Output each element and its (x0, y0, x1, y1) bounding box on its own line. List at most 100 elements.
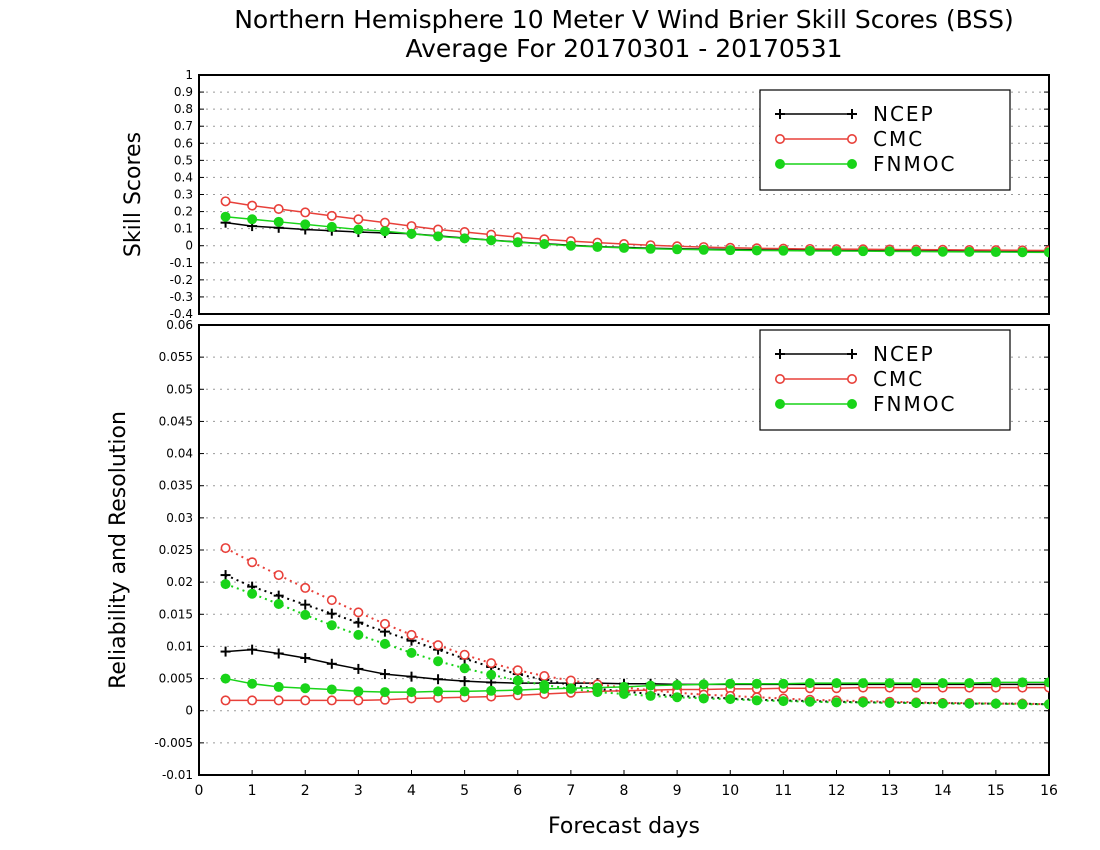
x-tick-label: 13 (881, 783, 899, 799)
fnmoc-point (672, 244, 683, 255)
fnmoc-point (459, 663, 470, 674)
fnmoc-point (565, 683, 576, 694)
fnmoc-point (964, 698, 975, 709)
cmc-point (247, 557, 258, 568)
fnmoc-dotted-series (220, 579, 1049, 710)
fnmoc-point (884, 246, 895, 257)
cmc-point (273, 204, 284, 215)
fnmoc-point (565, 240, 576, 251)
legend-marker (846, 373, 857, 384)
fnmoc-point (592, 687, 603, 698)
x-tick-label: 12 (828, 783, 846, 799)
ncep-point (326, 608, 337, 619)
fnmoc-point (459, 686, 470, 697)
fnmoc-point (406, 647, 417, 658)
fnmoc-point (486, 669, 497, 680)
y-tick-label: -0.1 (170, 256, 193, 270)
legend-marker (847, 399, 857, 409)
cmc-point (353, 607, 364, 618)
fnmoc-point (804, 678, 815, 689)
fnmoc-point (645, 690, 656, 701)
cmc-point (353, 695, 364, 706)
ncep-point (406, 671, 417, 682)
fnmoc-point (326, 684, 337, 695)
cmc-point (273, 695, 284, 706)
series-layer (220, 196, 1049, 258)
fnmoc-point (1017, 247, 1028, 258)
x-tick-label: 1 (248, 783, 257, 799)
fnmoc-point (486, 235, 497, 246)
chart-title-line-1: Northern Hemisphere 10 Meter V Wind Brie… (234, 5, 1014, 34)
legend-marker (774, 134, 785, 145)
fnmoc-point (379, 226, 390, 237)
fnmoc-point (592, 241, 603, 252)
y-tick-label: 0.025 (159, 543, 193, 557)
fnmoc-point (300, 683, 311, 694)
ncep-point (433, 674, 444, 685)
legend-marker (847, 109, 857, 119)
fnmoc-point (911, 698, 922, 708)
legend-label-ncep: NCEP (873, 102, 935, 126)
ncep-point (300, 653, 311, 663)
fnmoc-point (751, 678, 762, 689)
cmc-point (433, 640, 444, 651)
cmc-point (326, 595, 337, 606)
y-tick-label: -0.01 (162, 768, 193, 782)
fnmoc-point (751, 695, 762, 706)
cmc-point (326, 695, 337, 706)
fnmoc-point (725, 245, 736, 256)
x-tick-label: 16 (1040, 783, 1058, 799)
legend-label-ncep: NCEP (873, 342, 935, 366)
ncep-point (353, 663, 364, 674)
fnmoc-point (751, 245, 762, 256)
fnmoc-point (725, 678, 736, 689)
fnmoc-point (353, 629, 364, 640)
cmc-point (326, 210, 337, 221)
y-tick-label: 0.02 (166, 575, 193, 589)
y-tick-label: -0.005 (154, 736, 193, 750)
fnmoc-point (1017, 677, 1028, 688)
cmc-point (220, 196, 231, 207)
legend-marker (847, 349, 857, 359)
fnmoc-point (433, 686, 444, 697)
legend-label-cmc: CMC (873, 367, 924, 391)
y-tick-label: 1 (185, 68, 193, 82)
fnmoc-point (964, 678, 975, 689)
fnmoc-point (539, 680, 550, 690)
fnmoc-point (406, 687, 417, 698)
cmc-point (273, 570, 284, 581)
fnmoc-point (459, 233, 470, 244)
fnmoc-point (220, 579, 231, 590)
ncep-point (220, 570, 231, 581)
y-tick-label: 0.3 (174, 188, 193, 202)
x-tick-label: 7 (566, 783, 575, 799)
cmc-series-line (225, 200, 1049, 252)
legend-marker (775, 159, 785, 169)
x-tick-label: 6 (513, 783, 522, 799)
legend-marker (775, 109, 785, 119)
cmc-dotted-series-line (225, 547, 1049, 706)
fnmoc-point (353, 224, 364, 235)
fnmoc-series (220, 673, 1049, 698)
fnmoc-series-line (225, 215, 1049, 254)
y-tick-label: 0.2 (174, 205, 193, 219)
fnmoc-point (512, 675, 523, 686)
y-tick-label: 0.6 (174, 136, 193, 150)
legend-marker (775, 349, 785, 359)
y-tick-label: 0.005 (159, 672, 193, 686)
cmc-point (379, 217, 390, 228)
y-axis-label: Skill Scores (121, 132, 146, 257)
x-tick-label: 11 (774, 783, 792, 799)
y-tick-label: 0.04 (166, 447, 193, 461)
fnmoc-point (964, 246, 975, 257)
fnmoc-series (220, 211, 1049, 258)
ncep-point (247, 644, 258, 655)
y-tick-label: 0.06 (166, 318, 193, 332)
ncep-dotted-series-line (225, 574, 1049, 706)
fnmoc-point (512, 237, 523, 248)
fnmoc-point (990, 698, 1001, 709)
fnmoc-point (858, 678, 869, 689)
fnmoc-point (300, 219, 311, 230)
